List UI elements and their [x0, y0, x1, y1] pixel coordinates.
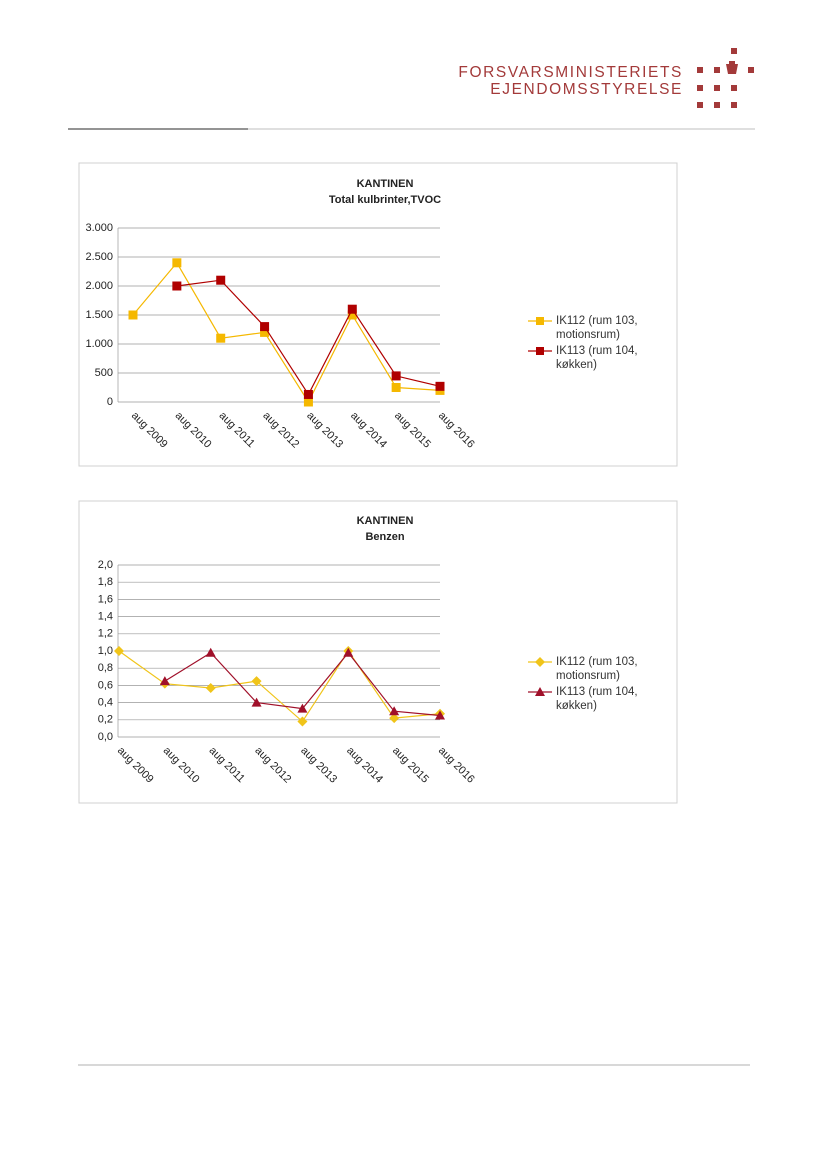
- logo-dots: [697, 48, 754, 108]
- series-line: [118, 649, 441, 723]
- marker: [205, 647, 216, 657]
- chart-title: KANTINEN: [357, 515, 414, 527]
- legend: IK112 (rum 103, motionsrum) IK113 (rum 10…: [528, 655, 658, 715]
- marker: [435, 710, 445, 720]
- legend-label: IK112 (rum 103, motionsrum): [556, 656, 638, 682]
- legend-marker: [536, 347, 544, 355]
- marker: [435, 381, 445, 391]
- marker: [391, 383, 401, 392]
- logo-text: FORSVARSMINISTERIETS EJENDOMSSTYRELSE: [458, 64, 683, 98]
- y-tick-label: 2,0: [98, 559, 113, 571]
- legend-item: IK112 (rum 103, motionsrum): [528, 655, 658, 683]
- legend-item: IK113 (rum 104, køkken): [528, 685, 658, 713]
- y-tick-label: 0,2: [98, 714, 113, 726]
- marker: [205, 682, 216, 693]
- marker: [389, 713, 400, 724]
- legend-label: IK113 (rum 104, køkken): [556, 686, 638, 712]
- marker: [216, 275, 226, 285]
- series-line: [132, 261, 441, 404]
- y-tick-label: 0,0: [98, 731, 113, 743]
- y-tick-label: 2.500: [85, 251, 113, 263]
- marker: [251, 676, 262, 687]
- legend: IK112 (rum 103, motionsrum) IK113 (rum 10…: [528, 314, 658, 374]
- legend-symbol: [528, 347, 552, 355]
- legend-marker: [535, 657, 545, 667]
- chart-subtitle: Benzen: [365, 531, 404, 543]
- chart-frame: [78, 162, 678, 467]
- y-tick-label: 1,6: [98, 593, 113, 605]
- logo-line: FORSVARSMINISTERIETS: [458, 64, 683, 81]
- legend-item: IK113 (rum 104, køkken): [528, 344, 658, 372]
- marker: [216, 333, 226, 343]
- legend-symbol: [528, 687, 552, 696]
- chart-title: KANTINEN: [357, 178, 414, 190]
- marker: [297, 716, 308, 727]
- y-tick-label: 1.500: [85, 309, 113, 321]
- marker: [260, 322, 270, 332]
- marker: [389, 706, 400, 716]
- marker: [159, 676, 170, 686]
- marker: [391, 371, 401, 381]
- legend-label: IK112 (rum 103, motionsrum): [556, 315, 638, 341]
- marker: [297, 703, 308, 713]
- marker: [347, 310, 357, 320]
- marker: [114, 646, 124, 656]
- y-tick-label: 1,2: [98, 628, 113, 640]
- legend-label: IK113 (rum 104, køkken): [556, 345, 638, 371]
- y-tick-label: 0: [107, 396, 113, 408]
- chart-subtitle: Total kulbrinter,TVOC: [329, 194, 441, 206]
- marker: [172, 258, 182, 268]
- chart-frame: [78, 500, 678, 804]
- legend-symbol: [528, 317, 552, 325]
- y-tick-label: 0,6: [98, 679, 113, 691]
- marker: [172, 281, 182, 291]
- chart: KANTINEN Total kulbrinter,TVOC 0 500 1.000 1.…: [78, 162, 678, 467]
- chart: KANTINEN Benzen 0,0 0,2 0,4 0,6 0,8 1,0 1,2 1,4 1,…: [78, 500, 678, 804]
- y-tick-label: 500: [95, 367, 113, 379]
- y-tick-label: 1,4: [98, 611, 113, 623]
- marker: [303, 397, 313, 407]
- y-tick-label: 1,0: [98, 645, 113, 657]
- marker: [260, 327, 270, 337]
- marker: [303, 389, 313, 399]
- marker: [251, 697, 262, 707]
- marker: [343, 647, 354, 657]
- y-tick-label: 0,8: [98, 662, 113, 674]
- legend-marker: [536, 317, 544, 325]
- legend-symbol: [528, 657, 552, 667]
- y-tick-label: 1.000: [85, 338, 113, 350]
- y-tick-label: 2.000: [85, 280, 113, 292]
- y-tick-label: 1,8: [98, 576, 113, 588]
- marker: [347, 304, 357, 314]
- legend-marker: [535, 687, 545, 696]
- marker: [128, 310, 138, 320]
- legend-item: IK112 (rum 103, motionsrum): [528, 314, 658, 342]
- logo-line: EJENDOMSSTYRELSE: [490, 81, 683, 98]
- y-tick-label: 0,4: [98, 697, 113, 709]
- y-tick-label: 3.000: [85, 222, 113, 234]
